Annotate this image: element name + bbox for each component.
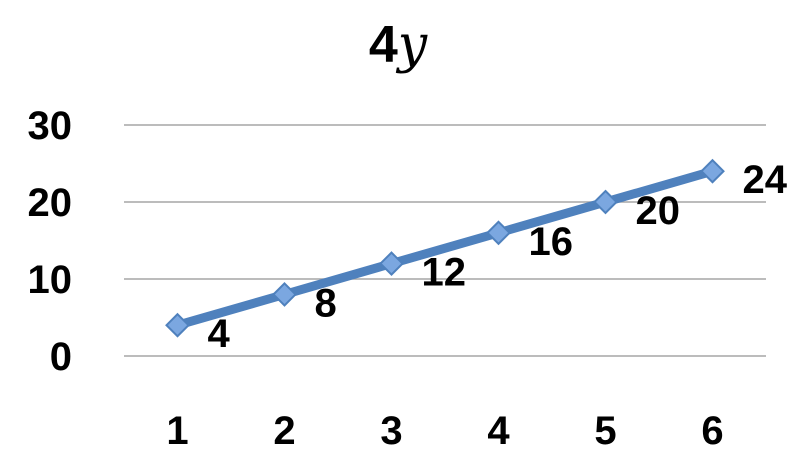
data-point-marker [593, 189, 618, 215]
chart-title-variable: y [396, 15, 428, 75]
data-labels: 4 8 12 16 20 24 [208, 158, 788, 356]
series-polyline [173, 166, 717, 330]
y-axis-labels: 0 10 20 30 [28, 104, 73, 379]
gridlines [124, 124, 766, 357]
chart-title-coefficient: 4 [369, 16, 398, 74]
y-tick-label: 0 [50, 335, 72, 379]
x-tick-label: 1 [166, 409, 188, 453]
series-markers [165, 158, 725, 338]
y-tick-label: 20 [28, 181, 73, 225]
x-tick-label: 5 [594, 409, 616, 453]
data-label: 12 [422, 251, 467, 295]
data-label: 4 [208, 312, 231, 356]
y-tick-label: 10 [28, 258, 73, 302]
x-tick-label: 3 [380, 409, 402, 453]
x-axis-labels: 1 2 3 4 5 6 [166, 409, 723, 453]
data-point-marker [486, 220, 511, 246]
data-point-marker [700, 158, 725, 184]
chart-title: 4y [369, 15, 428, 75]
y-tick-label: 30 [28, 104, 73, 148]
data-point-marker [272, 281, 297, 307]
data-label: 16 [529, 220, 574, 264]
x-tick-label: 4 [487, 409, 510, 453]
data-point-marker [165, 312, 190, 338]
data-point-marker [379, 251, 404, 277]
series-line [173, 166, 717, 330]
data-label: 24 [743, 158, 788, 202]
data-label: 20 [636, 189, 681, 233]
x-tick-label: 2 [273, 409, 295, 453]
x-tick-label: 6 [701, 409, 723, 453]
data-label: 8 [315, 281, 337, 325]
